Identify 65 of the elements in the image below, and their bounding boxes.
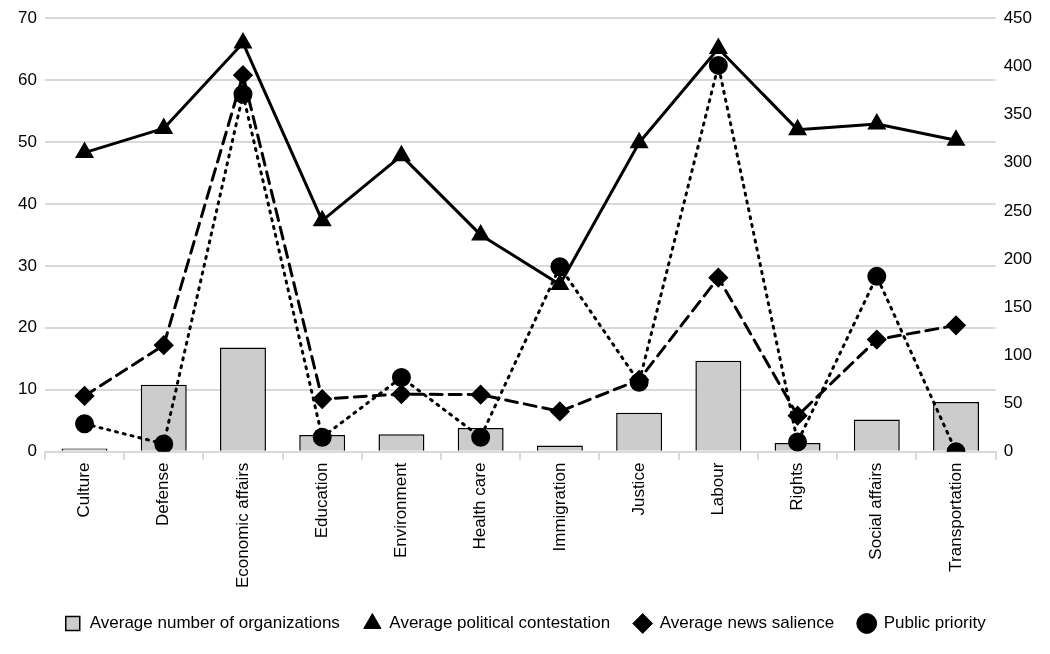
point bbox=[709, 39, 727, 55]
y2-tick-label: 200 bbox=[1003, 248, 1033, 268]
y-tick-label: 30 bbox=[17, 255, 37, 275]
point bbox=[551, 274, 569, 290]
x-tick-label: Rights bbox=[787, 462, 807, 511]
point bbox=[393, 146, 410, 162]
point bbox=[76, 143, 93, 159]
point bbox=[708, 55, 728, 75]
point bbox=[391, 367, 411, 387]
point bbox=[391, 384, 411, 404]
x-tick-label: Health care bbox=[470, 462, 490, 550]
point bbox=[789, 120, 806, 136]
y-tick-label: 20 bbox=[17, 317, 37, 337]
y2-tick-label: 300 bbox=[1003, 152, 1033, 172]
point bbox=[233, 65, 253, 85]
point bbox=[788, 406, 808, 426]
point bbox=[154, 434, 174, 452]
x-tick-label: Culture bbox=[74, 462, 94, 518]
point bbox=[75, 414, 95, 434]
point bbox=[234, 33, 252, 49]
y2-tick-label: 150 bbox=[1003, 296, 1033, 316]
legend-label: Average number of organizations bbox=[89, 613, 340, 633]
x-tick-label: Labour bbox=[708, 462, 728, 516]
point bbox=[312, 389, 332, 409]
point bbox=[313, 211, 331, 227]
legend-label: Average political contestation bbox=[389, 613, 611, 633]
point bbox=[155, 118, 173, 134]
point bbox=[550, 401, 570, 421]
x-tick-label: Justice bbox=[628, 462, 648, 516]
x-tick-label: Social affairs bbox=[866, 462, 886, 560]
x-tick-label: Environment bbox=[391, 462, 411, 559]
legend-label: Average news salience bbox=[659, 613, 835, 633]
point bbox=[946, 315, 966, 335]
x-tick-label: Economic affairs bbox=[232, 462, 252, 589]
x-tick-label: Defense bbox=[153, 462, 173, 526]
y2-tick-label: 450 bbox=[1003, 7, 1033, 27]
y2-tick-label: 100 bbox=[1003, 345, 1033, 365]
y-tick-label: 50 bbox=[17, 131, 37, 151]
point bbox=[154, 335, 174, 355]
point bbox=[867, 266, 887, 286]
y-tick-label: 40 bbox=[17, 193, 37, 213]
point bbox=[630, 133, 648, 149]
y2-tick-label: 350 bbox=[1003, 104, 1033, 124]
point bbox=[708, 268, 728, 288]
point bbox=[788, 432, 808, 452]
y2-tick-label: 0 bbox=[1003, 441, 1014, 461]
point bbox=[75, 386, 95, 406]
y-tick-label: 70 bbox=[17, 7, 37, 27]
point bbox=[312, 427, 332, 447]
point bbox=[472, 225, 490, 241]
point bbox=[471, 385, 491, 405]
x-tick-label: Transportation bbox=[945, 462, 965, 572]
legend-label: Public priority bbox=[883, 613, 987, 633]
y2-tick-label: 400 bbox=[1003, 56, 1033, 76]
y-tick-label: 60 bbox=[17, 69, 37, 89]
point bbox=[550, 257, 570, 277]
point bbox=[947, 130, 965, 146]
y2-tick-label: 50 bbox=[1003, 393, 1023, 413]
y-tick-label: 10 bbox=[17, 379, 37, 399]
x-tick-label: Immigration bbox=[549, 462, 569, 552]
point bbox=[867, 330, 887, 350]
y2-tick-label: 250 bbox=[1003, 200, 1033, 220]
point bbox=[868, 114, 886, 130]
x-tick-label: Education bbox=[311, 462, 331, 539]
y-tick-label: 0 bbox=[27, 441, 37, 461]
